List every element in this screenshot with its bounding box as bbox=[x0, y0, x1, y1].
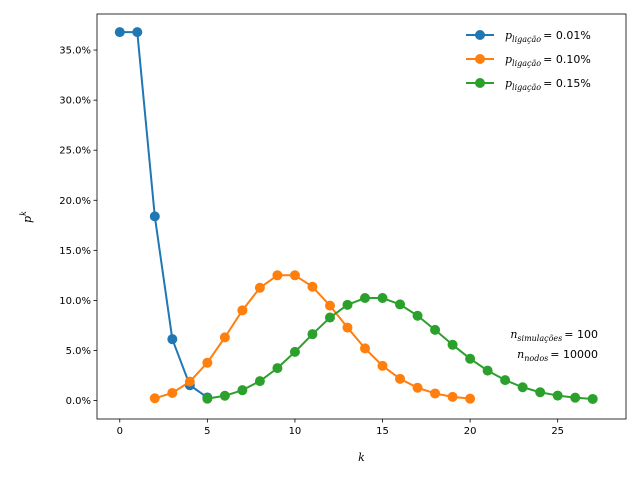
series-layer bbox=[114, 27, 598, 404]
annotation-2: nnodos = 10000 bbox=[517, 348, 598, 363]
legend-marker bbox=[475, 78, 485, 88]
series-3-point bbox=[570, 392, 581, 403]
legend: pligação = 0.01% pligação = 0.10% pligação = … bbox=[466, 29, 591, 92]
y-tick-label: 20.0% bbox=[59, 196, 91, 207]
series-2-point bbox=[377, 360, 388, 371]
series-3-point bbox=[447, 339, 458, 350]
series-2-point bbox=[167, 387, 178, 398]
series-1-point bbox=[149, 211, 160, 222]
series-1-point bbox=[132, 27, 143, 38]
series-3-point bbox=[202, 393, 213, 404]
series-3-point bbox=[482, 365, 493, 376]
x-tick-label: 10 bbox=[289, 426, 302, 437]
x-axis-ticks: 0 5 10 15 20 25 bbox=[117, 419, 564, 437]
series-2-point bbox=[395, 373, 406, 384]
legend-label: pligação = 0.15% bbox=[505, 77, 591, 92]
plot-area-frame bbox=[96, 13, 627, 420]
series-3-point bbox=[342, 299, 353, 310]
series-2 bbox=[149, 270, 476, 404]
legend-item-3: pligação = 0.15% bbox=[466, 77, 591, 92]
legend-marker bbox=[475, 54, 485, 64]
x-tick-label: 20 bbox=[464, 426, 477, 437]
annotation-1: nsimulações = 100 bbox=[510, 328, 598, 343]
y-axis-label-base: p bbox=[21, 216, 34, 223]
series-2-point bbox=[430, 388, 441, 399]
y-axis-label-sup: k bbox=[19, 211, 28, 216]
series-2-point bbox=[202, 357, 213, 368]
legend-item-2: pligação = 0.10% bbox=[466, 53, 591, 68]
series-1-point bbox=[114, 27, 125, 38]
series-3-point bbox=[517, 382, 528, 393]
series-2-point bbox=[307, 281, 318, 292]
series-3-point bbox=[552, 390, 563, 401]
series-3-point bbox=[500, 375, 511, 386]
y-tick-label: 0.0% bbox=[66, 396, 91, 407]
x-tick-label: 15 bbox=[376, 426, 389, 437]
x-tick-label: 0 bbox=[117, 426, 123, 437]
series-2-point bbox=[237, 305, 248, 316]
y-axis-label: pk bbox=[19, 211, 34, 223]
series-3-point bbox=[377, 293, 388, 304]
y-tick-label: 10.0% bbox=[59, 296, 91, 307]
series-2-point bbox=[219, 332, 230, 343]
y-tick-label: 25.0% bbox=[59, 146, 91, 157]
series-3 bbox=[202, 293, 598, 404]
series-3-point bbox=[360, 293, 371, 304]
legend-label: pligação = 0.10% bbox=[505, 53, 591, 68]
x-axis-label: k bbox=[358, 451, 365, 464]
series-3-point bbox=[219, 390, 230, 401]
series-2-point bbox=[272, 270, 283, 281]
series-2-point bbox=[465, 393, 476, 404]
series-3-point bbox=[430, 324, 441, 335]
x-tick-label: 5 bbox=[204, 426, 210, 437]
series-3-point bbox=[237, 385, 248, 396]
series-2-point bbox=[254, 282, 265, 293]
x-tick-label: 25 bbox=[551, 426, 564, 437]
series-3-point bbox=[254, 376, 265, 387]
series-2-point bbox=[289, 270, 300, 281]
annotations: nsimulações = 100 nnodos = 10000 bbox=[510, 328, 598, 363]
series-3-point bbox=[412, 310, 423, 321]
legend-label: pligação = 0.01% bbox=[505, 29, 591, 44]
series-2-point bbox=[324, 300, 335, 311]
series-3-point bbox=[587, 393, 598, 404]
series-2-point bbox=[412, 382, 423, 393]
series-3-point bbox=[324, 312, 335, 323]
y-tick-label: 35.0% bbox=[59, 46, 91, 57]
series-1-point bbox=[167, 334, 178, 345]
series-3-point bbox=[535, 387, 546, 398]
series-3-point bbox=[395, 299, 406, 310]
series-2-point bbox=[184, 376, 195, 387]
series-3-point bbox=[272, 363, 283, 374]
y-tick-label: 5.0% bbox=[66, 346, 91, 357]
legend-marker bbox=[475, 30, 485, 40]
series-2-point bbox=[342, 322, 353, 333]
series-3-point bbox=[289, 346, 300, 357]
y-tick-label: 15.0% bbox=[59, 246, 91, 257]
series-3-point bbox=[465, 353, 476, 364]
series-2-point bbox=[447, 391, 458, 402]
series-3-point bbox=[307, 329, 318, 340]
series-2-point bbox=[360, 343, 371, 354]
legend-item-1: pligação = 0.01% bbox=[466, 29, 591, 44]
y-tick-label: 30.0% bbox=[59, 96, 91, 107]
series-2-point bbox=[149, 393, 160, 404]
y-axis-ticks: 0.0% 5.0% 10.0% 15.0% 20.0% 25.0% 30.0% 35.0% bbox=[59, 46, 97, 407]
